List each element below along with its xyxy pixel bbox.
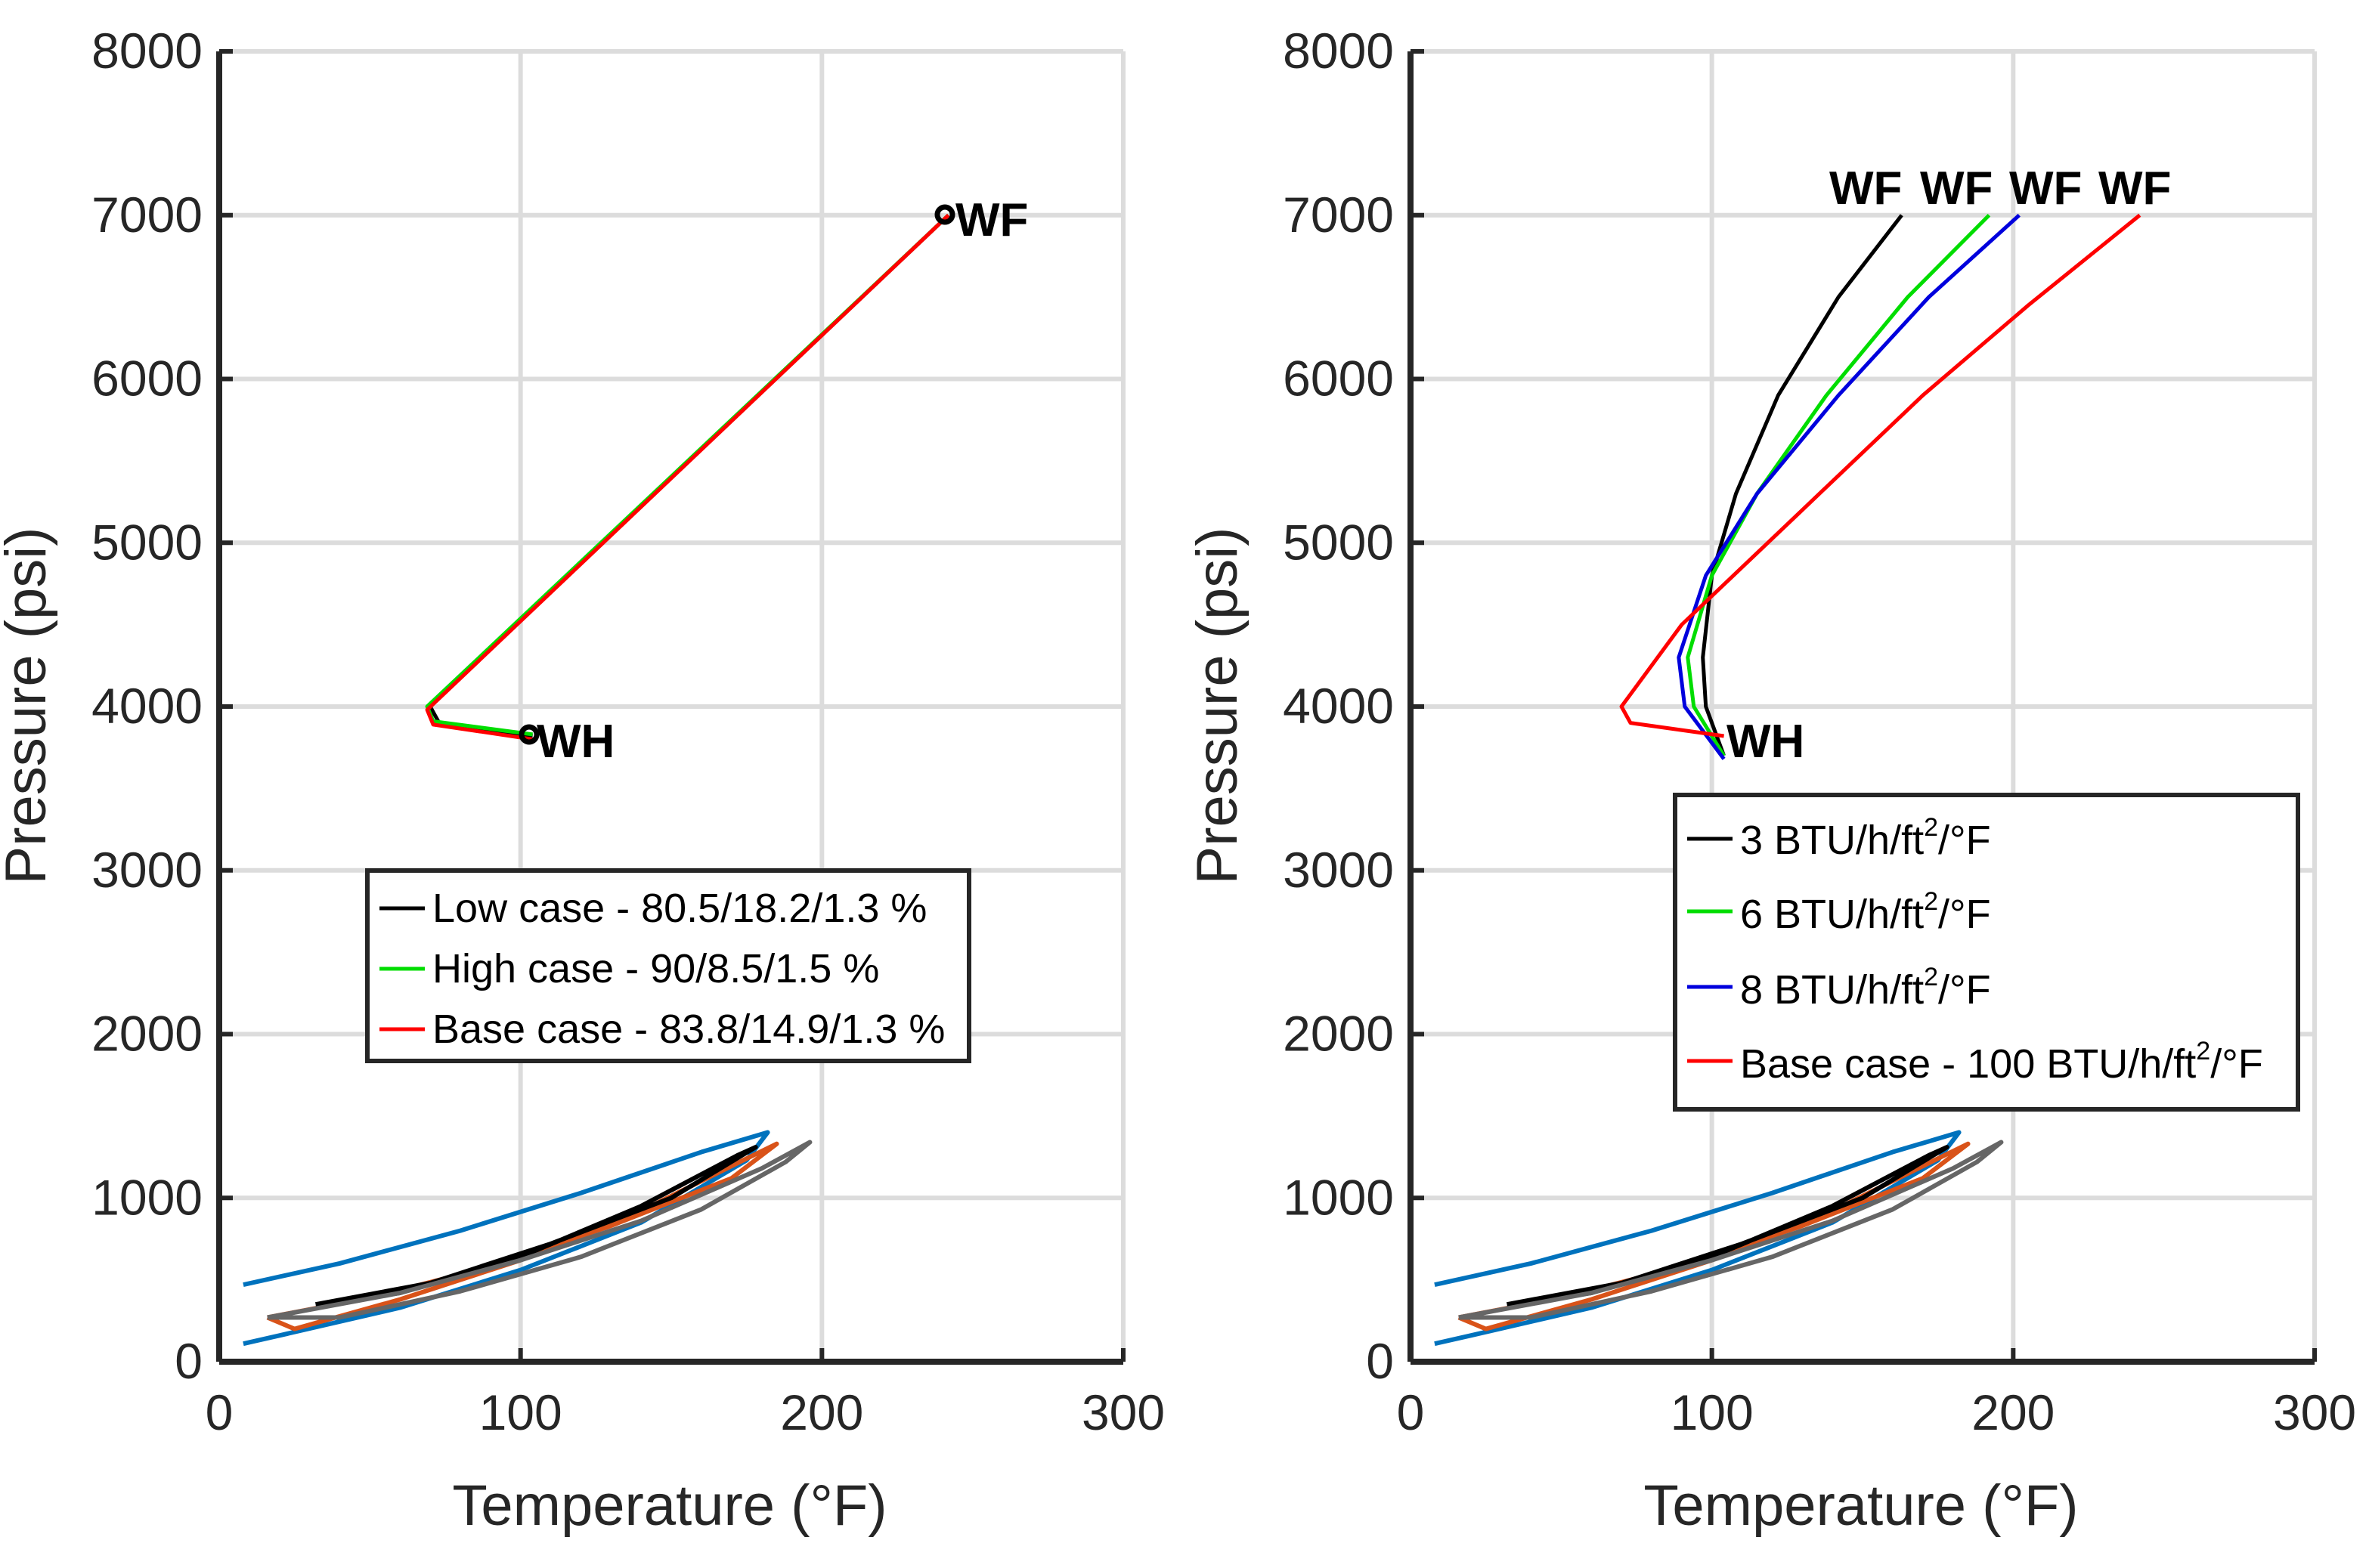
right-axes bbox=[1407, 49, 2317, 1365]
right-legend-label-1: 6 BTU/h/ft2/°F bbox=[1740, 887, 1991, 937]
phase-envelope-0 bbox=[243, 1130, 770, 1347]
left-chart: 0 1000 2000 3000 4000 5000 6000 7000 8000 0 100 200… bbox=[0, 23, 1165, 1538]
y-tick-label-6: 6000 bbox=[91, 351, 203, 407]
y-tick-label-7: 7000 bbox=[91, 187, 203, 243]
right-x-axis-label: Temperature (°F) bbox=[1643, 1474, 2078, 1538]
y-tick-label-0: 0 bbox=[175, 1333, 203, 1389]
right-chart: 0 1000 2000 3000 4000 5000 6000 7000 8000 0 100 200… bbox=[1185, 23, 2356, 1538]
left-wh-label: WH bbox=[537, 716, 615, 768]
left-y-axis-label: Pressure (psi) bbox=[0, 527, 58, 885]
phase-envelope-2 bbox=[315, 1145, 758, 1307]
right-wf-label-0: WF bbox=[1829, 162, 1902, 215]
left-legend-label-0: Low case - 80.5/18.2/1.3 % bbox=[432, 886, 927, 931]
series-line-0 bbox=[428, 213, 950, 738]
right-phase-envelopes bbox=[1434, 1130, 2004, 1347]
y-tick-label-0: 0 bbox=[1366, 1333, 1394, 1389]
x-tick-label-2: 200 bbox=[1971, 1384, 2055, 1440]
phase-envelope-3 bbox=[1458, 1140, 2004, 1320]
left-wh-marker bbox=[519, 724, 540, 745]
y-tick-label-7: 7000 bbox=[1283, 187, 1394, 243]
phase-envelope-2 bbox=[1507, 1145, 1949, 1307]
phase-envelope-3 bbox=[267, 1140, 813, 1320]
series-line-2 bbox=[1677, 213, 2021, 760]
series-line-0 bbox=[1701, 214, 1903, 756]
left-grid bbox=[217, 49, 1126, 1364]
left-axes bbox=[216, 49, 1126, 1365]
right-wf-label-3: WF bbox=[2098, 162, 2171, 215]
x-tick-label-1: 100 bbox=[479, 1384, 562, 1440]
y-tick-label-2: 2000 bbox=[91, 1006, 203, 1062]
left-legend-label-1: High case - 90/8.5/1.5 % bbox=[432, 946, 879, 991]
y-tick-label-6: 6000 bbox=[1283, 351, 1394, 407]
left-legend-label-2: Base case - 83.8/14.9/1.3 % bbox=[432, 1007, 945, 1052]
right-legend-label-0: 3 BTU/h/ft2/°F bbox=[1740, 813, 1991, 863]
y-tick-label-4: 4000 bbox=[91, 678, 203, 734]
x-tick-label-0: 0 bbox=[1397, 1384, 1425, 1440]
series-line-3 bbox=[1619, 213, 2141, 738]
y-tick-label-1: 1000 bbox=[1283, 1169, 1394, 1225]
left-legend-box bbox=[365, 868, 971, 1063]
x-tick-label-0: 0 bbox=[206, 1384, 234, 1440]
phase-envelope-0 bbox=[1434, 1130, 1962, 1347]
series-line-2 bbox=[425, 213, 950, 741]
y-tick-label-8: 8000 bbox=[1283, 23, 1394, 79]
x-tick-label-3: 300 bbox=[1082, 1384, 1165, 1440]
x-tick-label-3: 300 bbox=[2273, 1384, 2356, 1440]
left-phase-envelopes bbox=[243, 1130, 813, 1347]
left-x-axis-label: Temperature (°F) bbox=[452, 1474, 887, 1538]
series-line-1 bbox=[1686, 213, 1991, 757]
right-wf-label-1: WF bbox=[1920, 162, 1993, 215]
x-tick-label-2: 200 bbox=[780, 1384, 863, 1440]
right-grid bbox=[1408, 49, 2317, 1364]
y-tick-label-1: 1000 bbox=[91, 1169, 203, 1225]
y-tick-label-3: 3000 bbox=[91, 842, 203, 898]
left-wf-label: WF bbox=[955, 194, 1028, 246]
series-line-1 bbox=[425, 213, 950, 737]
right-tick-labels: 0 1000 2000 3000 4000 5000 6000 7000 8000 0 100 200… bbox=[1283, 23, 2356, 1440]
left-wf-marker bbox=[934, 204, 955, 225]
y-tick-label-5: 5000 bbox=[91, 514, 203, 570]
y-tick-label-8: 8000 bbox=[91, 23, 203, 79]
right-y-axis-label: Pressure (psi) bbox=[1185, 527, 1250, 885]
y-tick-label-3: 3000 bbox=[1283, 842, 1394, 898]
right-wf-label-2: WF bbox=[2009, 162, 2082, 215]
y-tick-label-4: 4000 bbox=[1283, 678, 1394, 734]
right-legend: 3 BTU/h/ft2/°F 6 BTU/h/ft2/°F 8 BTU/h/ft… bbox=[1673, 793, 2300, 1112]
right-series bbox=[1619, 213, 2141, 760]
y-tick-label-2: 2000 bbox=[1283, 1006, 1394, 1062]
right-wh-label: WH bbox=[1726, 716, 1804, 768]
left-legend: Low case - 80.5/18.2/1.3 % High case - 9… bbox=[365, 868, 971, 1063]
y-tick-label-5: 5000 bbox=[1283, 514, 1394, 570]
right-legend-label-2: 8 BTU/h/ft2/°F bbox=[1740, 963, 1991, 1013]
right-legend-label-3: Base case - 100 BTU/h/ft2/°F bbox=[1740, 1037, 2263, 1087]
x-tick-label-1: 100 bbox=[1671, 1384, 1754, 1440]
left-series bbox=[425, 213, 950, 741]
left-tick-labels: 0 1000 2000 3000 4000 5000 6000 7000 8000 0 100 200… bbox=[91, 23, 1165, 1440]
right-legend-box bbox=[1673, 793, 2300, 1112]
